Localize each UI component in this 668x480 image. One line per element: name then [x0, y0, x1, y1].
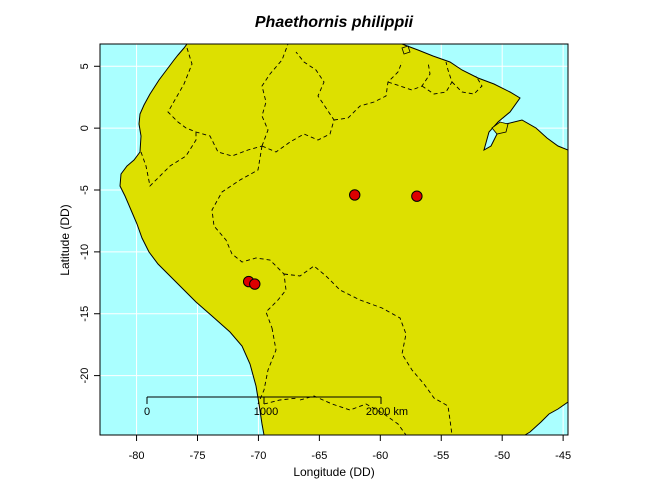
island-trinidad [401, 45, 411, 55]
x-tick-label-4: -60 [372, 450, 388, 462]
x-axis: -80 -75 -70 -65 -60 -55 -50 -45 [129, 435, 571, 462]
occurrence-points [242, 189, 423, 290]
y-tick-label-4: -15 [79, 306, 91, 322]
occurrence-point-0 [349, 189, 361, 201]
x-tick-label-7: -45 [555, 450, 571, 462]
x-tick-label-2: -70 [250, 450, 266, 462]
scale-bar-label-2: 2000 km [366, 406, 408, 418]
island-marajo [491, 121, 509, 135]
y-tick-label-0: 5 [79, 63, 91, 69]
landmass-south-america [119, 44, 568, 435]
y-axis-label: Latitude (DD) [58, 204, 72, 275]
scale-bar: 0 1000 2000 km [144, 396, 408, 418]
map-title: Phaethornis philippii [255, 14, 414, 31]
occurrence-point-1 [411, 190, 423, 202]
country-borders [140, 44, 483, 435]
scale-bar-label-0: 0 [144, 406, 150, 418]
x-tick-label-1: -75 [190, 450, 206, 462]
y-tick-label-1: 0 [79, 125, 91, 131]
x-tick-label-0: -80 [129, 450, 145, 462]
occurrence-point-3 [249, 278, 261, 290]
y-tick-label-2: -5 [79, 185, 91, 195]
y-tick-label-3: -10 [79, 244, 91, 260]
y-axis: 5 0 -5 -10 -15 -20 [79, 63, 100, 384]
x-tick-label-6: -50 [494, 450, 510, 462]
x-tick-label-5: -55 [433, 450, 449, 462]
x-axis-label: Longitude (DD) [293, 465, 374, 479]
x-tick-label-3: -65 [311, 450, 327, 462]
scale-bar-label-1: 1000 [254, 406, 278, 418]
plot-frame [99, 43, 569, 436]
y-tick-label-5: -20 [79, 368, 91, 384]
